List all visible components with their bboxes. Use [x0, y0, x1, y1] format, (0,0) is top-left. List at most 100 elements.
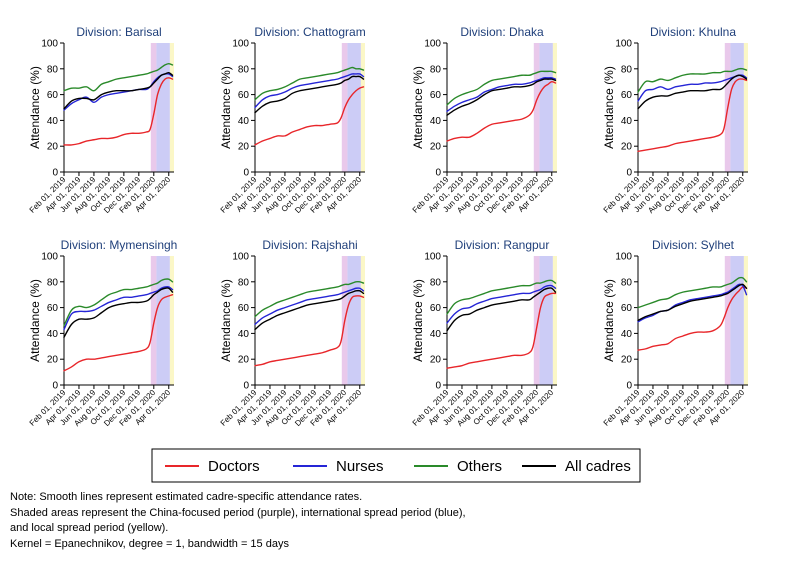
series-line-others: [446, 70, 557, 106]
legend-label: Others: [457, 458, 502, 475]
series-line-doctors: [637, 286, 748, 351]
period-shade: [156, 43, 170, 172]
y-tick-label: 100: [424, 252, 441, 263]
chart-panel: Division: Barisal 0 20 40 60 80 100 Attendance …: [28, 25, 174, 215]
y-axis-label: Attendance (%): [411, 279, 425, 362]
note-line: Kernel = Epanechnikov, degree = 1, bandw…: [10, 537, 289, 550]
series-line-doctors: [63, 77, 174, 146]
period-shade: [743, 43, 748, 172]
series-line-others: [254, 66, 365, 101]
y-tick-label: 40: [238, 329, 250, 340]
y-tick-label: 20: [430, 355, 442, 366]
y-tick-label: 60: [47, 303, 59, 314]
series-line-doctors: [63, 294, 174, 372]
period-shade: [150, 43, 157, 172]
series-line-nurses: [254, 73, 365, 109]
y-tick-label: 80: [621, 277, 633, 288]
y-tick-label: 60: [621, 90, 633, 101]
y-tick-label: 100: [41, 39, 58, 50]
y-tick-label: 60: [430, 303, 442, 314]
y-tick-label: 20: [621, 355, 633, 366]
panel-title: Division: Barisal: [76, 25, 161, 39]
series-line-all-cadres: [63, 287, 174, 338]
period-shade: [347, 256, 361, 385]
y-tick-label: 40: [238, 116, 250, 127]
y-tick-label: 0: [435, 381, 441, 392]
series-line-doctors: [254, 295, 365, 367]
y-tick-label: 100: [232, 39, 249, 50]
y-tick-label: 40: [47, 116, 59, 127]
series-line-others: [254, 280, 365, 318]
y-tick-label: 40: [621, 116, 633, 127]
series-line-others: [637, 67, 748, 93]
y-tick-label: 80: [47, 64, 59, 75]
y-axis-label: Attendance (%): [602, 279, 616, 362]
y-tick-label: 60: [238, 90, 250, 101]
y-tick-label: 20: [430, 142, 442, 153]
series-line-nurses: [254, 287, 365, 326]
series-line-all-cadres: [637, 283, 748, 322]
y-tick-label: 100: [615, 39, 632, 50]
legend: Doctors Nurses Others All cadres: [151, 448, 641, 483]
y-tick-label: 80: [430, 64, 442, 75]
series-line-all-cadres: [446, 287, 557, 332]
y-tick-label: 0: [626, 168, 632, 179]
period-shade: [156, 256, 170, 385]
period-shade: [347, 43, 361, 172]
y-tick-label: 80: [238, 64, 250, 75]
series-line-nurses: [446, 284, 557, 324]
y-tick-label: 0: [626, 381, 632, 392]
y-tick-label: 0: [52, 168, 58, 179]
note-line: Shaded areas represent the China-focused…: [10, 506, 466, 519]
period-shade: [730, 256, 744, 385]
y-axis-label: Attendance (%): [28, 66, 42, 149]
period-shade: [743, 256, 748, 385]
chart-panel: Division: Rangpur 0 20 40 60 80 100 Attendance …: [411, 238, 557, 428]
legend-label: Doctors: [208, 458, 260, 475]
chart-panel: Division: Dhaka 0 20 40 60 80 100 Attendance (%…: [411, 25, 557, 215]
note-line: Note: Smooth lines represent estimated c…: [10, 491, 363, 503]
panel-title: Division: Chattogram: [254, 25, 365, 39]
y-tick-label: 100: [424, 39, 441, 50]
panel-title: Division: Rangpur: [455, 238, 550, 252]
legend-label: All cadres: [565, 458, 631, 475]
y-tick-label: 60: [430, 90, 442, 101]
y-tick-label: 60: [238, 303, 250, 314]
series-line-all-cadres: [254, 289, 365, 331]
panel-title: Division: Dhaka: [460, 25, 544, 39]
y-axis-label: Attendance (%): [28, 279, 42, 362]
series-line-doctors: [446, 292, 557, 369]
y-axis-label: Attendance (%): [411, 66, 425, 149]
y-tick-label: 100: [232, 252, 249, 263]
y-tick-label: 80: [430, 277, 442, 288]
y-tick-label: 100: [41, 252, 58, 263]
series-line-others: [63, 278, 174, 327]
period-shade: [169, 256, 174, 385]
period-shade: [539, 43, 553, 172]
y-tick-label: 0: [243, 168, 249, 179]
period-shade: [539, 256, 553, 385]
legend-label: Nurses: [336, 458, 384, 475]
series-line-doctors: [637, 78, 748, 153]
chart-panel: Division: Mymensingh 0 20 40 60 80 100 Attendan…: [28, 238, 178, 428]
series-line-others: [637, 276, 748, 309]
series-line-nurses: [63, 286, 174, 331]
period-shade: [533, 256, 540, 385]
y-tick-label: 40: [430, 329, 442, 340]
period-shade: [724, 256, 731, 385]
y-tick-label: 20: [238, 142, 250, 153]
y-tick-label: 60: [621, 303, 633, 314]
y-axis-label: Attendance (%): [219, 66, 233, 149]
y-axis-label: Attendance (%): [602, 66, 616, 149]
y-tick-label: 60: [47, 90, 59, 101]
period-shade: [360, 43, 365, 172]
period-shade: [169, 43, 174, 172]
period-shade: [533, 43, 540, 172]
y-tick-label: 0: [52, 381, 58, 392]
period-shade: [552, 43, 557, 172]
series-line-others: [446, 279, 557, 315]
y-tick-label: 20: [47, 142, 59, 153]
panel-title: Division: Sylhet: [652, 238, 735, 252]
series-line-all-cadres: [446, 78, 557, 116]
